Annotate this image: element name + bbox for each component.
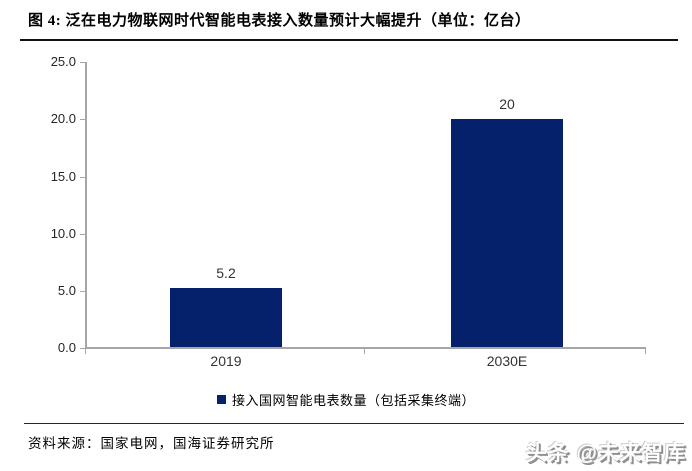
footer-divider bbox=[24, 423, 684, 424]
bar-2019 bbox=[170, 287, 282, 347]
x-category-label-2019: 2019 bbox=[210, 353, 242, 369]
y-tick-mark bbox=[80, 234, 86, 235]
y-tick-label: 10.0 bbox=[50, 226, 76, 241]
bar-value-label-2030e: 20 bbox=[499, 96, 515, 112]
y-tick-mark bbox=[80, 119, 86, 120]
y-tick-label: 25.0 bbox=[50, 54, 76, 69]
legend-marker-square bbox=[216, 395, 226, 404]
title-divider bbox=[20, 39, 678, 41]
x-category-label-2030e: 2030E bbox=[486, 353, 528, 369]
x-tick-mark bbox=[645, 349, 646, 354]
x-tick-mark bbox=[364, 349, 365, 354]
y-tick-label: 15.0 bbox=[50, 169, 76, 184]
x-axis bbox=[85, 347, 646, 349]
legend: 接入国网智能电表数量（包括采集终端） bbox=[0, 390, 692, 409]
y-tick-mark bbox=[80, 177, 86, 178]
y-tick-mark bbox=[80, 291, 86, 292]
y-axis bbox=[85, 62, 87, 349]
bar-value-label-2019: 5.2 bbox=[216, 264, 236, 281]
y-tick-label: 20.0 bbox=[50, 111, 76, 126]
plot-area: 5.2 20 bbox=[86, 62, 645, 347]
bar-2030e bbox=[451, 119, 563, 347]
legend-series-label: 接入国网智能电表数量（包括采集终端） bbox=[231, 393, 475, 408]
watermark: 头条 @未来智库 bbox=[525, 442, 686, 465]
data-source-note: 资料来源：国家电网，国海证券研究所 bbox=[28, 436, 275, 451]
x-tick-mark bbox=[85, 349, 86, 354]
y-tick-mark bbox=[80, 62, 86, 63]
figure-title: 图 4: 泛在电力物联网时代智能电表接入数量预计大幅提升（单位：亿台） bbox=[28, 13, 531, 29]
y-tick-label: 5.0 bbox=[57, 283, 76, 298]
y-tick-mark bbox=[80, 348, 86, 349]
y-tick-label: 0.0 bbox=[57, 340, 76, 355]
